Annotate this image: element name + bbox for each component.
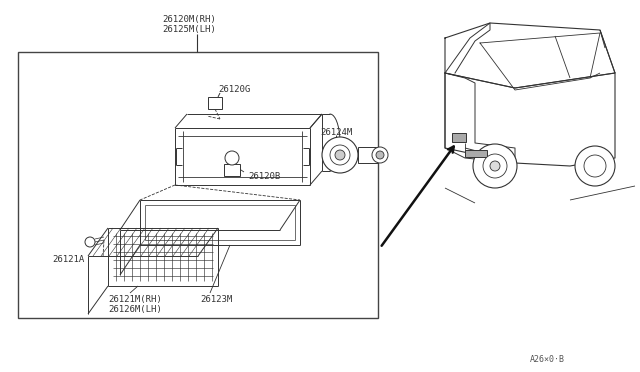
- Text: 26120M(RH): 26120M(RH): [162, 15, 216, 24]
- Text: 26120G: 26120G: [218, 85, 250, 94]
- Circle shape: [483, 154, 507, 178]
- Text: 26123M: 26123M: [200, 295, 232, 304]
- Text: 26125M(LH): 26125M(LH): [162, 25, 216, 34]
- Circle shape: [490, 161, 500, 171]
- Text: 26121M(RH): 26121M(RH): [108, 295, 162, 304]
- Bar: [208, 97, 222, 109]
- Circle shape: [335, 150, 345, 160]
- Bar: [358, 147, 378, 163]
- Text: 26120B: 26120B: [248, 172, 280, 181]
- Text: 26124M: 26124M: [320, 128, 352, 137]
- Text: A26×0·B: A26×0·B: [530, 355, 565, 364]
- Text: 26126M(LH): 26126M(LH): [108, 305, 162, 314]
- Circle shape: [330, 145, 350, 165]
- Bar: [224, 164, 240, 176]
- Circle shape: [322, 137, 358, 173]
- Circle shape: [372, 147, 388, 163]
- Text: 26121A: 26121A: [52, 255, 84, 264]
- Circle shape: [575, 146, 615, 186]
- Circle shape: [225, 151, 239, 165]
- Circle shape: [473, 144, 517, 188]
- Bar: [465, 150, 487, 157]
- Circle shape: [376, 151, 384, 159]
- Circle shape: [584, 155, 606, 177]
- Bar: [452, 133, 466, 142]
- Bar: [18, 52, 378, 318]
- Circle shape: [85, 237, 95, 247]
